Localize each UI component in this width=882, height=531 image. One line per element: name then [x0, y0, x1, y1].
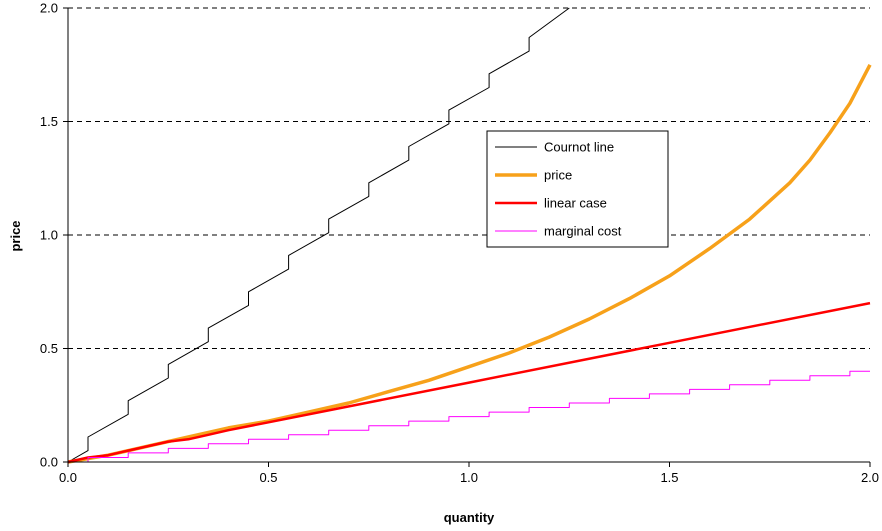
series-marginal-cost-line: [68, 370, 870, 463]
legend-label: linear case: [544, 196, 607, 211]
series-linear-case-line: [67, 301, 871, 464]
tick-labels: 0.0 0.5 1.0 1.5 2.0 0.0 0.5 1.0 1.5 2.0: [40, 1, 879, 486]
x-axis-title: quantity: [444, 510, 495, 525]
y-tick-label: 1.0: [40, 228, 58, 243]
legend-box: [486, 130, 669, 248]
axes: [63, 7, 871, 467]
y-tick-label: 1.5: [40, 114, 58, 129]
legend-label: marginal cost: [544, 224, 622, 239]
series-price-line: [67, 63, 872, 464]
legend-label: price: [544, 168, 572, 183]
y-tick-label: 0.5: [40, 341, 58, 356]
y-tick-label: 2.0: [40, 1, 58, 16]
legend-label: Cournot line: [544, 140, 614, 155]
x-tick-label: 0.0: [59, 470, 77, 485]
x-tick-label: 1.0: [460, 470, 478, 485]
x-tick-label: 2.0: [861, 470, 879, 485]
plot-series: [67, 7, 872, 464]
legend: Cournot line price linear case marginal cos…: [486, 130, 669, 248]
y-tick-label: 0.0: [40, 455, 58, 470]
y-axis-title: price: [8, 220, 23, 251]
series-cournot-line-line: [67, 7, 570, 463]
x-tick-label: 1.5: [660, 470, 678, 485]
x-tick-label: 0.5: [259, 470, 277, 485]
grid-lines: [68, 7, 870, 349]
